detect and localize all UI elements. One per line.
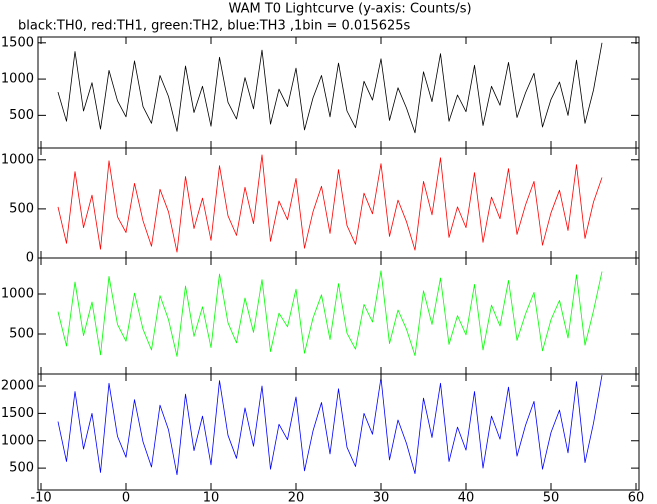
y-tick-label: 1000 <box>1 72 34 87</box>
chart-title: WAM T0 Lightcurve (y-axis: Counts/s) <box>228 2 471 17</box>
y-tick-label: 1000 <box>1 152 34 167</box>
panel-frame <box>37 257 640 375</box>
x-tick-label: 60 <box>628 491 645 504</box>
y-tick-label: 500 <box>9 201 34 216</box>
series-line <box>57 154 603 253</box>
y-tick-label: 1500 <box>1 406 34 421</box>
series-line <box>57 42 603 134</box>
x-tick-label: 10 <box>203 491 220 504</box>
series-line <box>57 375 603 476</box>
x-tick-label: 40 <box>458 491 475 504</box>
y-tick-label: 2000 <box>1 379 34 394</box>
panel-frame <box>37 147 640 259</box>
y-tick-label: 500 <box>9 461 34 476</box>
x-tick-label: 0 <box>122 491 130 504</box>
panel-frame <box>37 36 640 149</box>
y-tick-label: 0 <box>26 251 34 266</box>
x-tick-label: 20 <box>288 491 305 504</box>
y-tick-label: 1000 <box>1 433 34 448</box>
y-tick-label: 1500 <box>1 35 34 50</box>
x-tick-label: -10 <box>30 491 51 504</box>
y-tick-label: 1000 <box>1 287 34 302</box>
chart-subtitle: black:TH0, red:TH1, green:TH2, blue:TH3 … <box>18 19 411 34</box>
x-tick-label: 30 <box>373 491 390 504</box>
series-line <box>57 270 603 357</box>
y-tick-label: 500 <box>9 327 34 342</box>
y-tick-label: 500 <box>9 108 34 123</box>
panel-frame <box>37 373 640 491</box>
x-tick-label: 50 <box>543 491 560 504</box>
